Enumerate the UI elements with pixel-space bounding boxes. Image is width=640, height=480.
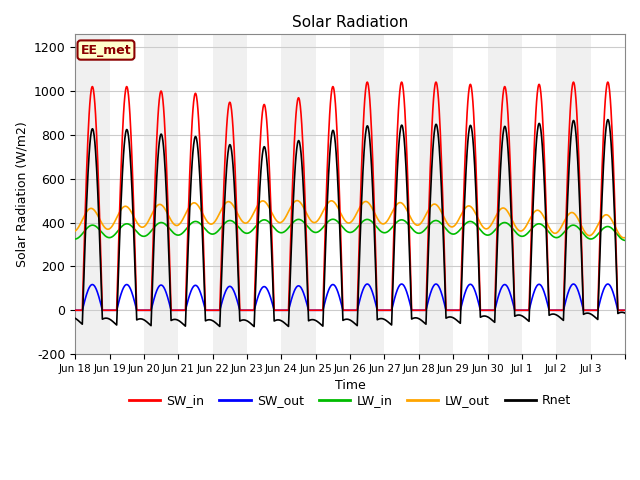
Rnet [71, 315, 79, 321]
Line: Rnet: Rnet [75, 120, 625, 326]
SW_in [560, 282, 568, 288]
Bar [282, 34, 316, 354]
Rnet [326, 159, 333, 165]
LW_out [293, 198, 301, 204]
Line: LW_out: LW_out [75, 201, 625, 238]
Bar [247, 34, 282, 354]
SW_in [614, 307, 621, 313]
Bar [488, 34, 522, 354]
LW_in [560, 229, 568, 235]
SW_out [325, 287, 333, 292]
Bar [522, 34, 556, 354]
X-axis label: Time: Time [335, 379, 365, 393]
SW_in [621, 307, 628, 313]
SW_out [335, 294, 343, 300]
Bar [556, 34, 591, 354]
Rnet [560, 296, 568, 301]
SW_in [335, 188, 343, 194]
Line: SW_out: SW_out [75, 284, 625, 310]
LW_in [71, 236, 79, 242]
SW_in [364, 79, 371, 85]
Rnet [157, 131, 165, 137]
LW_out [336, 208, 344, 214]
LW_out [480, 225, 488, 230]
LW_out [614, 229, 621, 235]
LW_out [157, 202, 165, 207]
Bar [453, 34, 488, 354]
SW_in [71, 307, 79, 313]
Bar [109, 34, 144, 354]
LW_in [157, 220, 165, 226]
Rnet [621, 310, 628, 316]
LW_out [326, 199, 333, 204]
SW_out [157, 282, 165, 288]
Bar [316, 34, 350, 354]
LW_in [329, 216, 337, 222]
SW_out [621, 307, 628, 313]
LW_in [621, 238, 628, 243]
LW_out [560, 219, 568, 225]
Rnet [480, 313, 488, 319]
Bar [591, 34, 625, 354]
LW_out [71, 228, 79, 234]
SW_out [364, 281, 371, 287]
Bar [75, 34, 109, 354]
LW_in [336, 221, 344, 227]
SW_out [560, 304, 568, 310]
Y-axis label: Solar Radiation (W/m2): Solar Radiation (W/m2) [15, 121, 28, 267]
LW_in [614, 232, 621, 238]
SW_in [480, 307, 488, 313]
SW_in [325, 125, 333, 131]
LW_in [480, 230, 488, 236]
Bar [419, 34, 453, 354]
SW_out [71, 307, 79, 313]
Rnet [336, 224, 344, 230]
Rnet [614, 311, 622, 316]
Line: LW_in: LW_in [75, 219, 625, 240]
SW_in [157, 88, 165, 94]
Text: EE_met: EE_met [81, 44, 131, 57]
Title: Solar Radiation: Solar Radiation [292, 15, 408, 30]
Bar [212, 34, 247, 354]
Bar [179, 34, 212, 354]
LW_in [325, 218, 333, 224]
Rnet [604, 117, 612, 122]
Bar [350, 34, 385, 354]
Rnet [250, 324, 258, 329]
Legend: SW_in, SW_out, LW_in, LW_out, Rnet: SW_in, SW_out, LW_in, LW_out, Rnet [124, 389, 577, 412]
SW_out [480, 307, 488, 313]
SW_out [614, 307, 621, 313]
LW_out [621, 235, 628, 240]
Bar [144, 34, 179, 354]
Line: SW_in: SW_in [75, 82, 625, 310]
LW_out [620, 235, 627, 240]
Bar [385, 34, 419, 354]
